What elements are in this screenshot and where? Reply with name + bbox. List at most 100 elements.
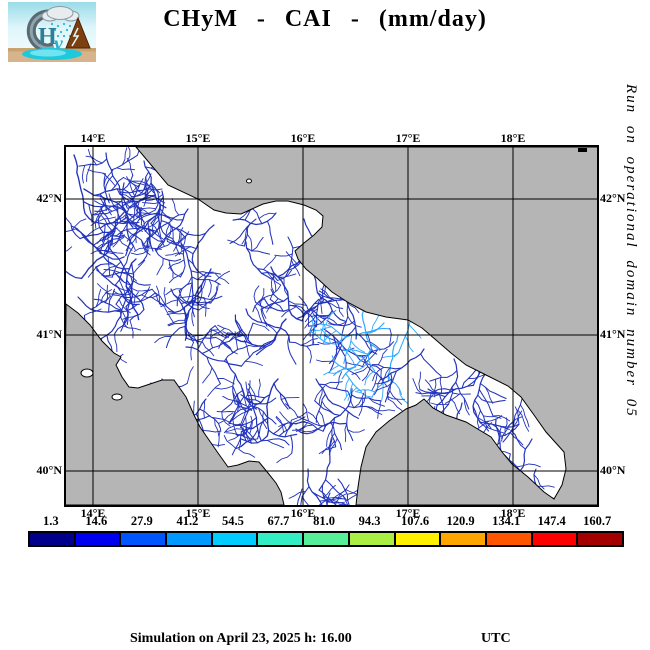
- river-path: [327, 367, 345, 374]
- river-path: [139, 286, 151, 303]
- river-path: [242, 387, 247, 407]
- river-path: [270, 288, 285, 302]
- river-path: [354, 359, 370, 371]
- river-path: [225, 358, 258, 410]
- river-path: [389, 390, 403, 405]
- lon-tick-label-top: 18°E: [500, 131, 526, 145]
- river-path: [236, 395, 247, 413]
- river-path: [295, 421, 347, 435]
- river-path: [436, 358, 459, 406]
- river-path: [165, 325, 186, 349]
- island: [80, 368, 94, 378]
- river-path: [430, 402, 449, 406]
- river-path: [300, 338, 318, 346]
- river-path: [398, 388, 409, 405]
- river-path: [287, 259, 303, 271]
- river-path: [214, 270, 231, 282]
- river-path: [96, 249, 116, 255]
- river-path: [97, 215, 104, 233]
- river-path: [173, 237, 186, 252]
- river-path: [80, 218, 117, 280]
- river-path: [66, 227, 78, 232]
- river-path: [222, 395, 241, 402]
- river-path: [260, 271, 285, 280]
- corner-mark: [578, 148, 587, 152]
- river-path: [387, 374, 403, 395]
- river-path: [313, 274, 347, 322]
- river-path: [371, 314, 380, 332]
- river-path: [122, 296, 132, 327]
- river-path: [284, 403, 298, 418]
- river-path: [384, 372, 393, 403]
- river-path: [301, 300, 324, 322]
- river-path: [166, 240, 197, 250]
- logo-letter-h: H: [38, 24, 57, 50]
- logo-water-highlight: [30, 49, 66, 57]
- river-path: [150, 182, 160, 211]
- river-path: [307, 308, 312, 327]
- lat-tick-label-right: 40°N: [600, 463, 626, 477]
- river-path: [243, 339, 251, 358]
- river-path: [239, 423, 247, 442]
- river-path: [171, 225, 174, 245]
- river-path: [371, 373, 378, 392]
- river-path: [99, 197, 113, 212]
- river-path: [168, 259, 185, 269]
- river-path: [408, 324, 422, 339]
- river-path: [274, 253, 293, 257]
- river-path: [323, 364, 340, 376]
- river-path: [312, 316, 316, 336]
- river-path: [372, 366, 385, 382]
- river-path: [340, 332, 346, 352]
- lon-tick-label-top: 16°E: [290, 131, 316, 145]
- river-path: [71, 218, 87, 231]
- river-path: [335, 299, 344, 317]
- river-path: [314, 385, 326, 402]
- river-path: [336, 322, 385, 345]
- river-path: [174, 246, 192, 257]
- river-path: [302, 326, 316, 341]
- river-path: [211, 416, 230, 423]
- colorbar-value: 1.3: [42, 514, 59, 528]
- lon-tick-label-bottom: 15°E: [185, 506, 211, 520]
- river-path: [309, 315, 320, 333]
- latlon-grid: [66, 147, 597, 505]
- river-path: [367, 341, 395, 356]
- river-path: [252, 322, 270, 332]
- river-path: [163, 286, 166, 306]
- river-path: [97, 283, 111, 297]
- river-path: [374, 378, 393, 385]
- river-path: [165, 288, 183, 296]
- river-path: [536, 485, 555, 488]
- river-path: [364, 370, 376, 386]
- river-path: [220, 339, 234, 354]
- river-path: [214, 418, 220, 437]
- river-path: [173, 293, 200, 311]
- river-path: [242, 427, 253, 444]
- river-path: [136, 147, 141, 156]
- river-path: [234, 424, 254, 429]
- river-path: [331, 355, 351, 371]
- colorbar-cell: [119, 533, 166, 545]
- river-path: [351, 394, 381, 402]
- river-path: [92, 227, 118, 246]
- river-path: [322, 484, 336, 499]
- colorbar-value: 27.9: [130, 514, 153, 528]
- river-path: [190, 270, 222, 275]
- river-path: [415, 392, 446, 398]
- river-path: [114, 201, 131, 209]
- river-path: [231, 438, 241, 456]
- river-path: [105, 284, 109, 304]
- river-path: [125, 285, 145, 311]
- river-path: [101, 265, 117, 276]
- lon-tick-label-bottom: 16°E: [290, 506, 316, 520]
- river-path: [266, 298, 279, 313]
- river-path: [123, 235, 136, 251]
- river-path: [168, 271, 184, 284]
- river-path: [266, 439, 285, 449]
- river-path: [358, 397, 364, 417]
- river-path: [281, 306, 297, 318]
- river-path: [125, 258, 140, 321]
- river-path: [66, 270, 83, 279]
- river-path: [107, 257, 111, 276]
